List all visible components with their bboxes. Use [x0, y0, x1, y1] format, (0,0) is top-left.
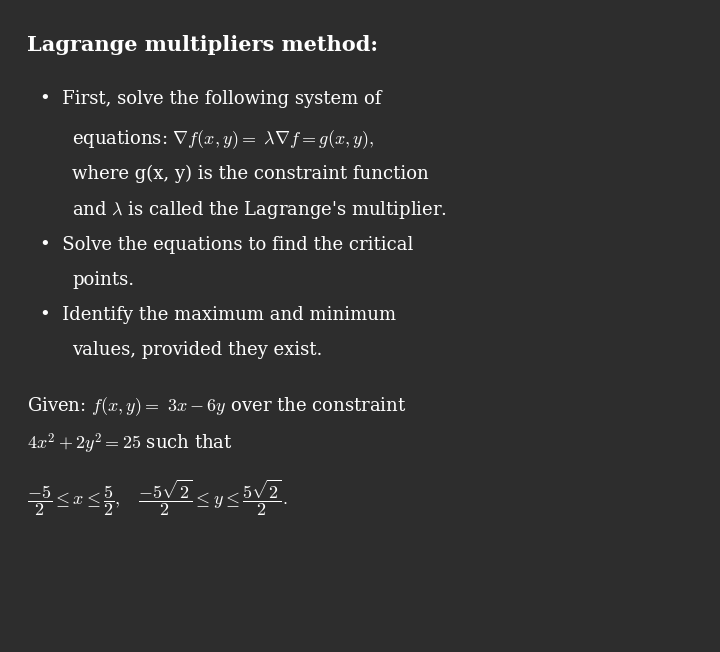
Text: •  Identify the maximum and minimum: • Identify the maximum and minimum: [40, 306, 396, 325]
Text: Lagrange multipliers method:: Lagrange multipliers method:: [27, 35, 379, 55]
Text: values, provided they exist.: values, provided they exist.: [72, 341, 323, 359]
Text: equations: $\nabla f(x,y){=}\ \lambda\nabla f = g(x,y),$: equations: $\nabla f(x,y){=}\ \lambda\na…: [72, 128, 374, 151]
Text: and $\lambda$ is called the Lagrange's multiplier.: and $\lambda$ is called the Lagrange's m…: [72, 199, 447, 221]
Text: $4x^2 + 2y^2 = 25$ such that: $4x^2 + 2y^2 = 25$ such that: [27, 432, 233, 456]
Text: •  Solve the equations to find the critical: • Solve the equations to find the critic…: [40, 236, 413, 254]
Text: points.: points.: [72, 271, 134, 289]
Text: Given: $f(x,y){=}\ 3x - 6y$ over the constraint: Given: $f(x,y){=}\ 3x - 6y$ over the con…: [27, 396, 407, 419]
Text: $\dfrac{-5}{2} \leq x \leq \dfrac{5}{2},\quad \dfrac{-5\sqrt{2}}{2} \leq y \leq : $\dfrac{-5}{2} \leq x \leq \dfrac{5}{2},…: [27, 477, 288, 518]
Text: where g(x, y) is the constraint function: where g(x, y) is the constraint function: [72, 164, 428, 183]
Text: •  First, solve the following system of: • First, solve the following system of: [40, 90, 381, 108]
